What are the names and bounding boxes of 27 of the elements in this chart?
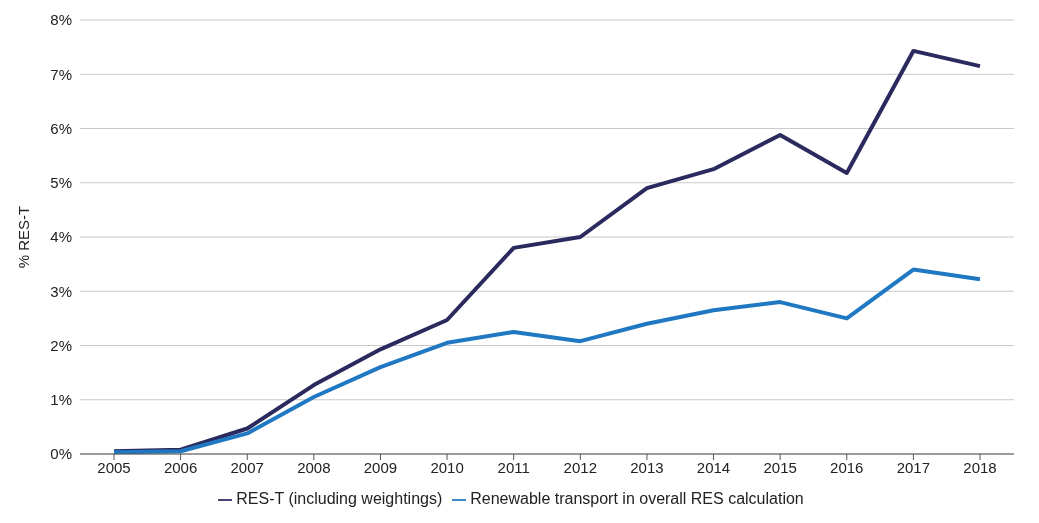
x-tick-label: 2009 [363,458,398,476]
y-tick-label: 8% [50,11,72,29]
y-tick-label: 6% [50,119,72,137]
x-tick-label: 2010 [430,458,464,476]
x-tick-label: 2007 [230,458,264,476]
y-tick-label: 1% [50,391,72,409]
y-tick-label: 4% [50,228,72,246]
x-tick-label: 2012 [563,458,597,476]
legend-label: RES-T (including weightings) [236,490,443,507]
x-tick-label: 2008 [297,458,331,476]
y-tick-label: 7% [50,65,72,83]
x-tick-label: 2005 [97,458,131,476]
x-tick-label: 2017 [896,458,931,476]
legend-label: Renewable transport in overall RES calculation [470,490,804,507]
x-tick-label: 2015 [763,458,797,476]
x-tick-label: 2006 [163,458,198,476]
x-tick-label: 2014 [696,458,731,476]
y-axis-title: % RES-T [15,205,33,269]
y-tick-label: 0% [50,445,72,463]
y-tick-label: 2% [50,336,72,354]
x-tick-label: 2018 [963,458,997,476]
line-series [112,267,982,454]
y-tick-label: 3% [50,282,72,300]
x-tick-label: 2016 [830,458,864,476]
x-tick-label: 2013 [630,458,664,476]
x-tick-label: 2011 [497,458,530,476]
y-tick-label: 5% [50,174,72,192]
